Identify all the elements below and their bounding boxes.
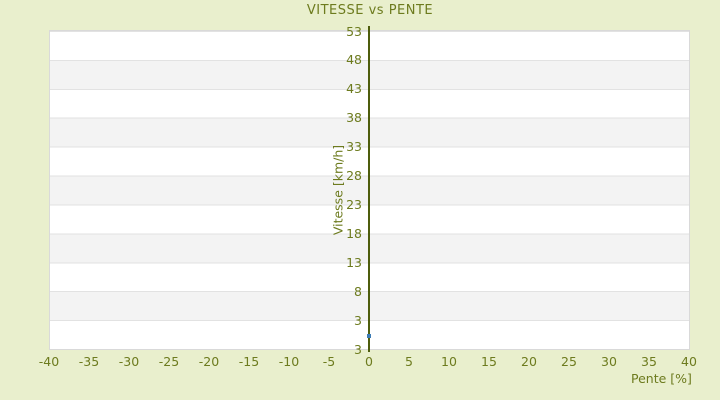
x-tick-label: 20 (521, 354, 537, 369)
y-tick-label: 23 (346, 196, 362, 212)
x-tick-label: -30 (118, 354, 140, 369)
y-tick-label: 13 (346, 254, 362, 270)
y-tick-label: 33 (346, 139, 362, 155)
x-tick-label: -35 (78, 354, 100, 369)
y-tick-label: 18 (346, 225, 362, 241)
y-tick-label: 3 (354, 341, 362, 357)
y-tick-label: 3 (354, 312, 362, 328)
x-tick-label: 15 (481, 354, 497, 369)
chart-title: VITESSE vs PENTE (306, 3, 434, 18)
y-tick-label: 43 (346, 81, 362, 97)
x-tick-label: 5 (405, 354, 413, 369)
x-tick-label: -5 (322, 354, 336, 369)
x-tick-label: 25 (561, 354, 577, 369)
x-tick-label: -40 (38, 354, 60, 369)
x-tick-label: -15 (238, 354, 260, 369)
x-tick-label: -25 (158, 354, 180, 369)
x-tick-label: 30 (601, 354, 617, 369)
y-tick-label: 8 (354, 283, 362, 299)
x-tick-label: 40 (681, 354, 697, 369)
y-tick-label: 38 (346, 110, 362, 126)
x-tick-label: -20 (198, 354, 220, 369)
data-point[interactable] (367, 333, 371, 338)
y-axis-title: Vitesse [km/h] (330, 144, 346, 236)
y-tick-label: 28 (346, 168, 362, 184)
y-axis-line (368, 26, 370, 352)
x-tick-label: 10 (441, 354, 457, 369)
x-axis-title: Pente [%] (631, 371, 692, 386)
y-tick-label: 48 (346, 52, 362, 68)
y-tick-label: 53 (346, 23, 362, 39)
x-tick-label: -10 (278, 354, 300, 369)
x-tick-label: 35 (641, 354, 657, 369)
x-tick-label: 0 (365, 354, 373, 369)
